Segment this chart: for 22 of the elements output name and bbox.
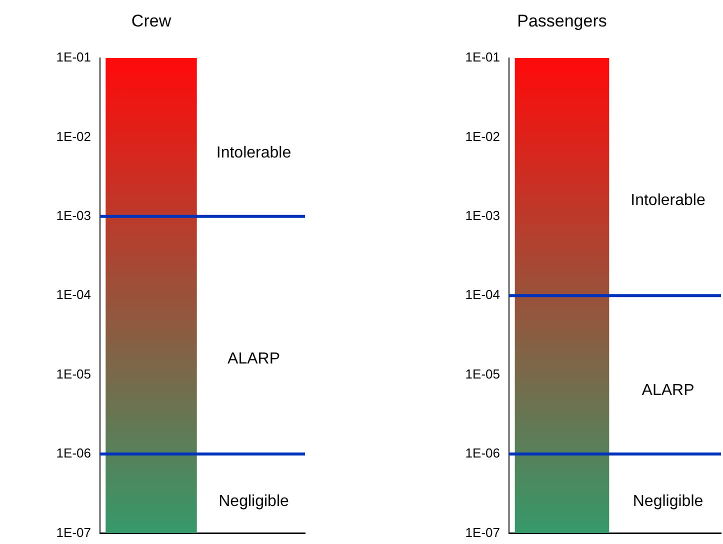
annotation: Intolerable	[630, 192, 706, 209]
y-tick-label: 1E-02	[465, 128, 500, 144]
annotation: ALARP	[228, 350, 280, 368]
annotation: Negligible	[632, 492, 704, 510]
y-tick-label: 1E-06	[465, 446, 500, 461]
y-tick-label: 1E-07	[56, 524, 91, 540]
chart-title: Passengers	[517, 12, 607, 31]
annotation: ALARP	[642, 382, 694, 400]
annotation: Negligible	[218, 492, 289, 510]
y-tick-label: 1E-05	[56, 366, 91, 382]
annotation: Intolerable	[216, 144, 292, 162]
y-tick-label: 1E-03	[465, 208, 500, 223]
chart-title: Crew	[131, 12, 172, 31]
y-tick-label: 1E-06	[56, 446, 91, 461]
y-tick-label: 1E-04	[56, 287, 91, 302]
y-tick-label: 1E-02	[56, 128, 91, 144]
y-tick-label: 1E-07	[465, 524, 500, 540]
y-tick-label: 1E-01	[56, 50, 91, 65]
y-tick-label: 1E-04	[465, 287, 500, 302]
y-tick-label: 1E-05	[465, 366, 500, 382]
y-tick-label: 1E-03	[56, 208, 91, 223]
y-tick-label: 1E-01	[465, 50, 500, 65]
